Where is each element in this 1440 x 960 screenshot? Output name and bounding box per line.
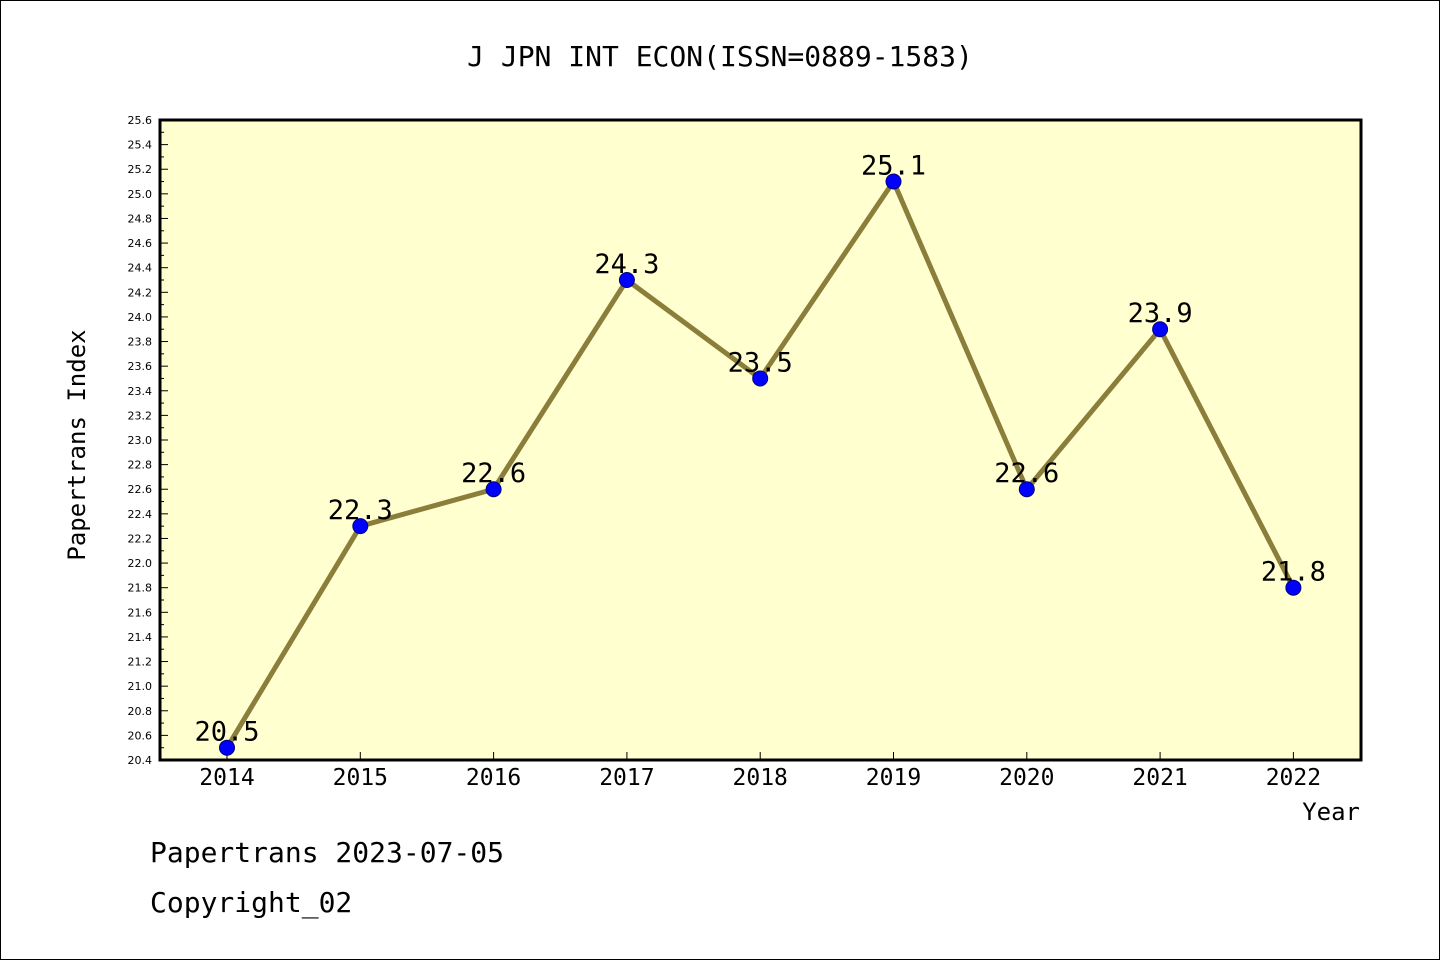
footer-date: Papertrans 2023-07-05 [150,836,505,869]
y-tick-label: 21.6 [128,606,153,619]
data-label: 22.6 [461,458,526,489]
y-tick-label: 23.8 [128,336,153,349]
data-label: 23.9 [1128,298,1193,329]
y-tick-label: 25.6 [128,114,153,127]
x-tick-label: 2014 [199,765,254,791]
y-tick-label: 24.2 [128,286,153,299]
x-tick-label: 2019 [866,765,921,791]
x-axis-ticks: 2014 2015 2016 2017 2018 2019 2020 2021 2022 [199,752,1321,791]
x-axis-label: Year [1302,798,1360,826]
data-point [752,370,769,387]
y-tick-label: 25.0 [128,188,153,201]
y-tick-label: 23.4 [128,385,153,398]
plot-border [158,118,1363,762]
y-tick-label: 22.4 [128,508,153,521]
data-label: 21.8 [1261,557,1326,588]
y-tick-label: 21.0 [128,680,153,693]
data-label: 25.1 [861,151,926,182]
data-point [219,739,235,756]
x-tick-label: 2015 [333,765,388,791]
x-tick-label: 2016 [466,765,521,791]
data-label: 22.6 [994,458,1059,489]
y-tick-label: 22.8 [128,459,153,472]
data-point [1285,579,1302,596]
y-tick-label: 24.4 [128,262,153,275]
x-tick-label: 2020 [999,765,1054,791]
x-tick-label: 2018 [733,765,788,791]
y-tick-label: 24.0 [128,311,153,324]
y-tick-label: 24.8 [128,212,153,225]
y-tick-label: 25.4 [128,139,153,152]
data-label: 24.3 [594,249,659,280]
chart-title: J JPN INT ECON(ISSN=0889-1583) [467,40,973,73]
y-tick-label: 22.0 [128,557,153,570]
data-point [1152,321,1169,338]
data-point [352,518,369,535]
footer-copyright: Copyright_02 [150,886,353,919]
data-point [618,272,635,288]
y-tick-label: 21.2 [128,656,153,669]
y-axis-ticks: 20.4 20.6 20.8 21.0 21.2 21.4 21.6 21.8 22.0 22.2… [128,114,168,767]
y-tick-label: 23.6 [128,360,153,373]
data-label: 20.5 [194,717,259,748]
y-tick-label: 20.8 [128,705,153,718]
y-tick-label: 23.0 [128,434,153,447]
y-tick-label: 25.2 [128,163,153,176]
data-point [885,173,902,190]
y-tick-label: 22.6 [128,483,153,496]
y-tick-label: 20.4 [128,754,153,767]
y-tick-label: 20.6 [128,729,153,742]
data-point [1018,481,1035,498]
data-label: 22.3 [328,495,393,526]
y-tick-label: 24.6 [128,237,153,250]
data-label: 23.5 [728,347,793,378]
y-tick-label: 21.8 [128,582,153,595]
x-tick-label: 2021 [1132,765,1187,791]
x-tick-label: 2022 [1266,765,1321,791]
data-labels: 20.5 22.3 22.6 24.3 23.5 25.1 22.6 23.9 21.8 [194,151,1325,748]
y-tick-label: 22.2 [128,532,153,545]
plot-area [160,120,1361,760]
y-tick-label: 23.2 [128,409,153,422]
series-group [219,173,1302,756]
y-tick-label: 21.4 [128,631,153,644]
x-tick-label: 2017 [599,765,654,791]
data-point [485,481,502,498]
y-axis-label: Papertrans Index [63,329,91,560]
